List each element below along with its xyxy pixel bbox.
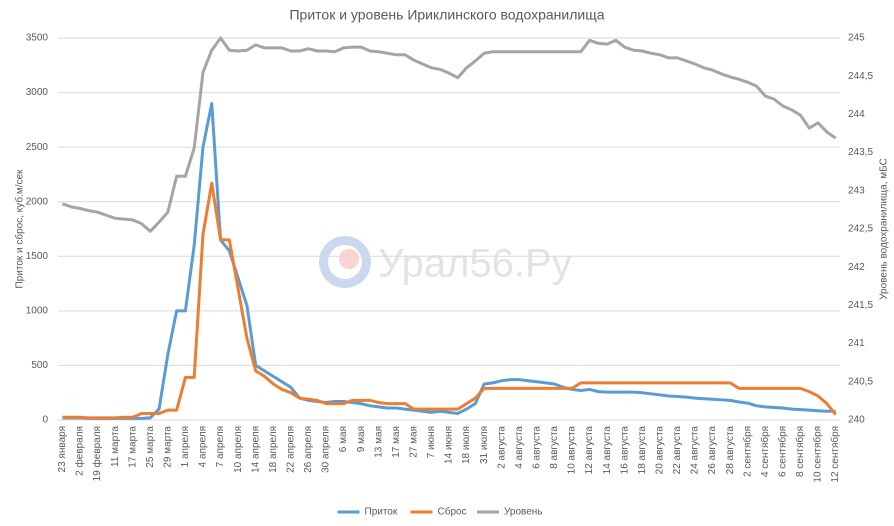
x-tick-label: 11 марта xyxy=(110,426,121,467)
y-tick-label: 1500 xyxy=(26,251,49,262)
y2-tick-label: 244 xyxy=(848,109,865,120)
y2-tick-label: 243,5 xyxy=(848,147,873,158)
x-tick-label: 10 апреля xyxy=(233,426,244,473)
watermark: Урал56.Ру xyxy=(378,242,572,286)
x-tick-label: 23 января xyxy=(57,426,68,472)
x-tick-label: 14 июня xyxy=(444,426,455,464)
logo-ring xyxy=(319,236,371,288)
x-tick-label: 31 июля xyxy=(479,426,490,464)
y2-tick-label: 240 xyxy=(848,415,865,426)
y2-tick-label: 242 xyxy=(848,262,865,273)
series-line xyxy=(61,36,837,233)
x-tick-label: 8 сентября xyxy=(794,426,806,477)
x-tick-label: 13 мая xyxy=(373,426,384,458)
x-tick-label: 7 апреля xyxy=(215,426,226,467)
x-tick-label: 16 августа xyxy=(619,426,630,475)
y2-tick-label: 241 xyxy=(848,338,865,349)
y-tick-label: 3500 xyxy=(26,33,49,44)
y2-tick-label: 245 xyxy=(848,33,865,44)
y2-tick-label: 240,5 xyxy=(848,376,873,387)
legend-label: Приток xyxy=(365,507,398,518)
y-tick-label: 500 xyxy=(31,360,48,371)
y-tick-label: 0 xyxy=(42,415,48,426)
x-tick-label: 17 марта xyxy=(127,426,138,468)
y-tick-label: 2000 xyxy=(26,196,49,207)
x-tick-label: 10 сентября xyxy=(812,426,824,483)
x-tick-label: 30 апреля xyxy=(321,426,332,473)
x-tick-label: 12 августа xyxy=(584,426,595,475)
x-tick-label: 9 мая xyxy=(356,426,367,452)
x-tick-label: 14 апреля xyxy=(250,426,261,473)
y2-axis-title: Уровень водохранилища, мБС xyxy=(879,158,890,300)
logo-inner xyxy=(328,245,362,279)
x-tick-label: 2 февраля xyxy=(74,426,86,476)
x-tick-label: 6 мая xyxy=(338,426,349,452)
chart-title: Приток и уровень Ириклинского водохранил… xyxy=(289,7,604,23)
x-tick-label: 25 марта xyxy=(145,426,156,468)
x-tick-label: 8 августа xyxy=(549,426,560,469)
x-tick-label: 20 августа xyxy=(655,426,666,475)
x-tick-label: 19 февраля xyxy=(91,426,103,481)
x-tick-label: 7 июня xyxy=(426,426,437,458)
x-tick-label: 2 сентября xyxy=(741,426,753,477)
y2-tick-label: 244,5 xyxy=(848,71,873,82)
legend-label: Уровень xyxy=(504,507,543,518)
x-tick-label: 12 сентября xyxy=(829,426,841,483)
watermark-logo xyxy=(319,236,371,288)
x-tick-label: 2 августа xyxy=(496,426,507,469)
y-tick-label: 1000 xyxy=(26,305,49,316)
x-tick-label: 4 сентября xyxy=(759,426,771,477)
y-tick-label: 2500 xyxy=(26,142,49,153)
y2-tick-label: 243 xyxy=(848,185,865,196)
x-tick-label: 18 августа xyxy=(637,426,648,475)
x-tick-label: 4 апреля xyxy=(198,426,209,467)
x-tick-label: 18 июля xyxy=(461,426,472,464)
y-axis-title: Приток и сброс, куб.м/сек xyxy=(14,169,26,289)
x-tick-label: 24 августа xyxy=(690,426,701,475)
x-tick-label: 14 августа xyxy=(602,426,613,475)
series-line xyxy=(62,181,837,420)
x-tick-label: 1 апреля xyxy=(180,426,191,467)
series-line xyxy=(62,101,836,420)
x-tick-label: 18 апреля xyxy=(268,426,279,473)
y-tick-label: 3000 xyxy=(26,87,49,98)
x-tick-label: 6 августа xyxy=(532,426,543,469)
x-tick-label: 10 августа xyxy=(567,426,578,475)
x-tick-label: 22 апреля xyxy=(285,426,296,473)
x-tick-label: 28 августа xyxy=(725,426,736,475)
x-tick-label: 26 августа xyxy=(707,426,718,475)
x-tick-label: 4 августа xyxy=(514,426,525,469)
x-tick-label: 27 мая xyxy=(408,426,419,458)
x-tick-label: 6 сентября xyxy=(777,426,789,477)
x-tick-label: 26 апреля xyxy=(303,426,314,473)
x-tick-label: 17 мая xyxy=(391,426,402,458)
logo-dot xyxy=(339,249,359,269)
y2-tick-label: 242,5 xyxy=(848,224,873,235)
x-tick-label: 22 августа xyxy=(672,426,683,475)
x-tick-label: 29 марта xyxy=(162,426,173,468)
legend-label: Сброс xyxy=(438,506,467,518)
y2-tick-label: 241,5 xyxy=(848,300,873,311)
